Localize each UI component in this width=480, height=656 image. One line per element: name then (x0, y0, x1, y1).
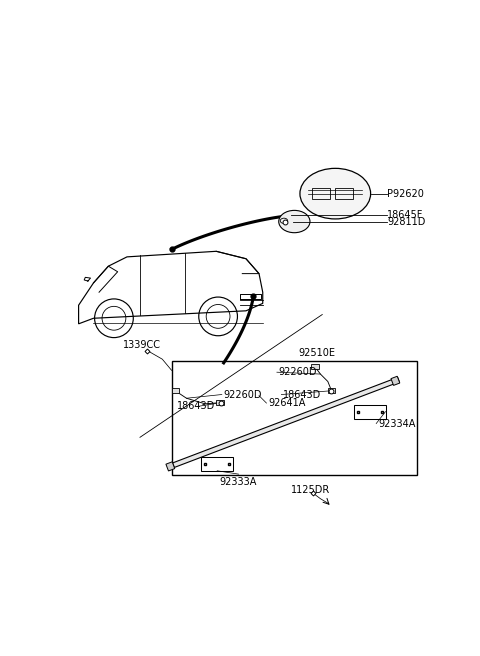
Polygon shape (173, 377, 399, 468)
Bar (312, 188, 330, 199)
Text: 18643D: 18643D (177, 401, 216, 411)
Ellipse shape (300, 169, 371, 219)
Bar (216, 400, 224, 405)
Bar (172, 388, 179, 393)
Bar (354, 405, 385, 419)
Text: 92333A: 92333A (220, 477, 257, 487)
Text: P92620: P92620 (387, 189, 424, 199)
Text: 92641A: 92641A (268, 398, 306, 408)
Text: 92334A: 92334A (378, 419, 415, 428)
Text: 92260D: 92260D (279, 367, 317, 377)
Text: 1125DR: 1125DR (290, 485, 330, 495)
Text: 18643D: 18643D (283, 390, 322, 400)
Bar (328, 388, 335, 393)
Polygon shape (166, 462, 175, 471)
Text: 1339CC: 1339CC (123, 340, 161, 350)
Text: 18645F: 18645F (387, 210, 424, 220)
Text: 92260D: 92260D (224, 390, 262, 400)
Text: 92510E: 92510E (298, 348, 335, 358)
Bar (172, 361, 417, 474)
Bar (202, 457, 233, 471)
Ellipse shape (279, 211, 310, 233)
Polygon shape (391, 377, 400, 386)
Text: 92811D: 92811D (387, 216, 426, 226)
Bar (335, 188, 353, 199)
Bar (311, 364, 319, 369)
